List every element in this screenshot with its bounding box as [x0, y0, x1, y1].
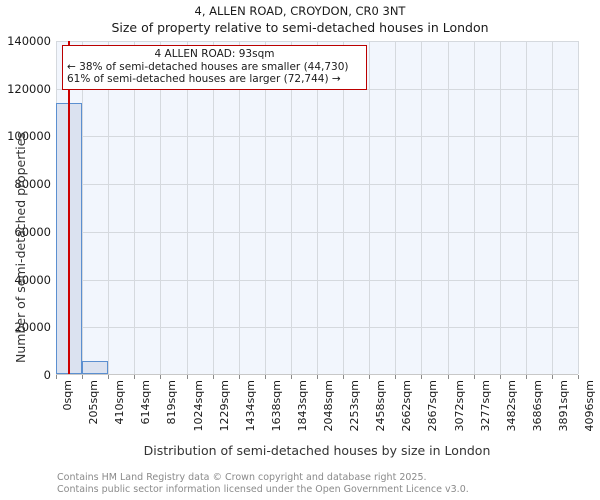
- x-axis-tick-label: 2867sqm: [426, 380, 439, 432]
- x-axis-tick-label: 614sqm: [139, 380, 152, 425]
- bars-layer: [56, 41, 578, 374]
- x-axis-tick-label: 2048sqm: [322, 380, 335, 432]
- chart-subtitle: Size of property relative to semi-detach…: [111, 20, 489, 35]
- x-axis-tick-label: 205sqm: [87, 380, 100, 425]
- x-axis-tickmark: [448, 375, 449, 379]
- x-axis-tick-label: 819sqm: [165, 380, 178, 425]
- y-axis-tick-label: 0: [43, 368, 51, 382]
- gridline-vertical: [82, 41, 83, 374]
- gridline-horizontal: [56, 327, 578, 328]
- x-axis-tick-label: 3277sqm: [479, 380, 492, 432]
- footer-attribution: Contains HM Land Registry data © Crown c…: [57, 472, 469, 495]
- gridline-vertical: [187, 41, 188, 374]
- x-axis-tick-label: 1638sqm: [270, 380, 283, 432]
- gridline-vertical: [526, 41, 527, 374]
- x-axis-tick-label: 1229sqm: [218, 380, 231, 432]
- x-axis-tickmark: [291, 375, 292, 379]
- gridline-vertical: [552, 41, 553, 374]
- gridline-horizontal: [56, 136, 578, 137]
- property-size-marker-line: [67, 41, 70, 374]
- x-axis-tick-label: 3686sqm: [531, 380, 544, 432]
- gridline-vertical: [448, 41, 449, 374]
- property-annotation-callout: 4 ALLEN ROAD: 93sqm ← 38% of semi-detach…: [62, 45, 367, 90]
- gridline-vertical: [239, 41, 240, 374]
- x-axis-tickmark: [526, 375, 527, 379]
- x-axis-tickmark: [56, 375, 57, 379]
- x-axis-tickmark: [82, 375, 83, 379]
- x-axis-tick-label: 1843sqm: [296, 380, 309, 432]
- x-axis-tick-label: 3482sqm: [505, 380, 518, 432]
- x-axis-tick-label: 2662sqm: [400, 380, 413, 432]
- annotation-line-1: 4 ALLEN ROAD: 93sqm: [154, 48, 275, 60]
- x-axis-tick-label: 0sqm: [61, 380, 74, 411]
- gridline-vertical: [578, 41, 579, 374]
- gridline-vertical: [500, 41, 501, 374]
- histogram-bar: [82, 361, 108, 374]
- x-axis-tickmark: [343, 375, 344, 379]
- x-axis-tickmark: [187, 375, 188, 379]
- x-axis-tick-label: 3072sqm: [453, 380, 466, 432]
- gridline-horizontal: [56, 280, 578, 281]
- x-axis-tickmark: [421, 375, 422, 379]
- gridline-vertical: [395, 41, 396, 374]
- chart-title: 4, ALLEN ROAD, CROYDON, CR0 3NT: [194, 4, 406, 18]
- gridline-vertical: [160, 41, 161, 374]
- footer-line-2: Contains public sector information licen…: [57, 483, 469, 495]
- x-axis-tick-label: 2253sqm: [348, 380, 361, 432]
- x-axis-tickmark: [369, 375, 370, 379]
- y-axis-tick-label: 140000: [7, 34, 51, 48]
- gridline-vertical: [213, 41, 214, 374]
- x-axis-tickmark: [265, 375, 266, 379]
- x-axis-tick-label: 3891sqm: [557, 380, 570, 432]
- x-axis-tickmark: [108, 375, 109, 379]
- x-axis-tickmark: [317, 375, 318, 379]
- gridline-vertical: [421, 41, 422, 374]
- gridline-vertical: [265, 41, 266, 374]
- gridline-vertical: [343, 41, 344, 374]
- x-axis-tickmark: [160, 375, 161, 379]
- x-axis-tick-label: 410sqm: [113, 380, 126, 425]
- x-axis-tick-label: 1434sqm: [244, 380, 257, 432]
- x-axis-tickmark: [239, 375, 240, 379]
- y-axis-tick-label: 120000: [7, 81, 51, 96]
- x-axis-tick-label: 4096sqm: [583, 380, 596, 432]
- x-axis-tickmark: [500, 375, 501, 379]
- x-axis-tick-label: 2458sqm: [374, 380, 387, 432]
- gridline-horizontal: [56, 184, 578, 185]
- y-axis-title: Number of semi-detached properties: [13, 132, 28, 363]
- gridline-vertical: [369, 41, 370, 374]
- x-axis-tick-label: 1024sqm: [192, 380, 205, 432]
- gridline-vertical: [291, 41, 292, 374]
- x-axis-title: Distribution of semi-detached houses by …: [143, 443, 491, 458]
- plot-area: [56, 41, 579, 375]
- gridline-vertical: [474, 41, 475, 374]
- annotation-line-3: 61% of semi-detached houses are larger (…: [67, 73, 341, 86]
- x-axis-tickmark: [395, 375, 396, 379]
- x-axis-tickmark: [213, 375, 214, 379]
- gridline-horizontal: [56, 232, 578, 233]
- x-axis-tickmark: [552, 375, 553, 379]
- footer-line-1: Contains HM Land Registry data © Crown c…: [57, 472, 427, 483]
- x-axis-tickmark: [474, 375, 475, 379]
- x-axis-tickmark: [578, 375, 579, 379]
- gridline-horizontal: [56, 41, 578, 42]
- annotation-line-2: ← 38% of semi-detached houses are smalle…: [67, 60, 349, 73]
- gridline-vertical: [108, 41, 109, 374]
- gridline-vertical: [134, 41, 135, 374]
- gridline-vertical: [317, 41, 318, 374]
- x-axis-tickmark: [134, 375, 135, 379]
